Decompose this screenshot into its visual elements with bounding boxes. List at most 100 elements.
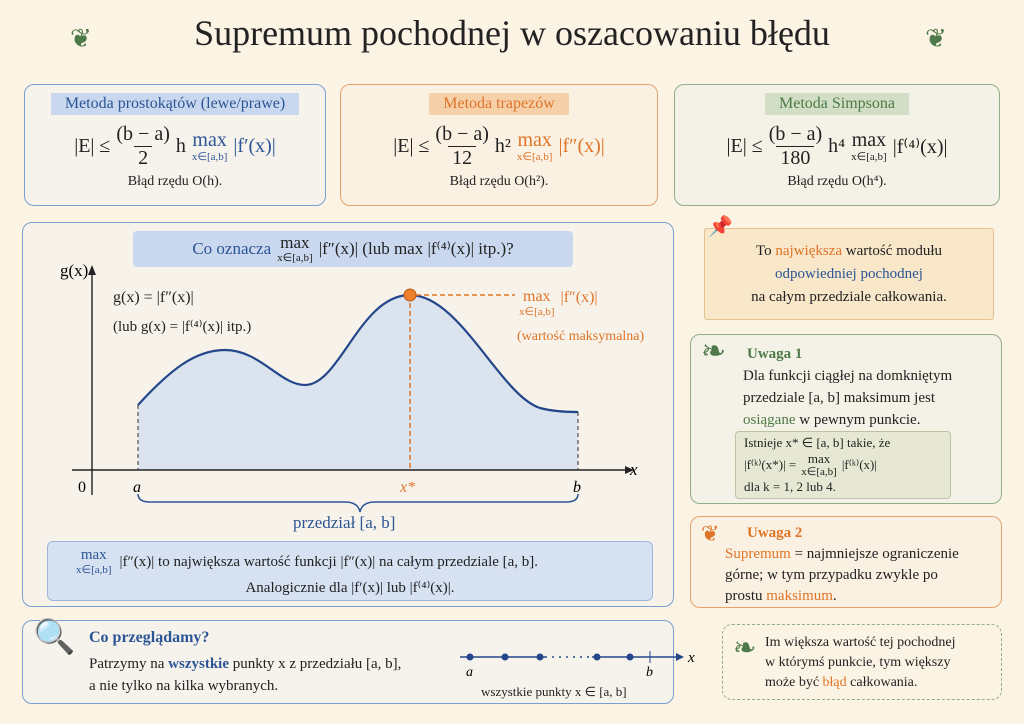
order: Błąd rzędu O(h²).	[449, 174, 549, 189]
text-line: Patrzymy na wszystkie punkty x z przedzi…	[89, 653, 401, 675]
fraction: (b − a) 2	[116, 123, 169, 170]
scan-title: Co przeglądamy?	[89, 629, 210, 646]
max-sub: x∈[a,b]	[516, 151, 553, 163]
max-sub: x∈[a,b]	[519, 306, 555, 318]
definition: g(x) = |f″(x)|	[113, 289, 194, 306]
max-word: max	[523, 288, 551, 305]
final-text: w którymś punkcie, tym większy	[765, 655, 951, 670]
fraction: (b − a) 12	[435, 123, 488, 170]
method-box: Metoda Simpsona |E| ≤ (b − a) 180 h⁴ max x∈[a…	[674, 84, 1000, 206]
leaf-icon: ❦	[701, 521, 720, 546]
text-line: Supremum = najmniejsze ograniczenie	[725, 544, 959, 565]
max-word: max	[192, 129, 227, 151]
derivative: |f″(x)|	[560, 289, 598, 306]
remark-text: dla k = 1, 2 lub 4.	[744, 479, 836, 494]
fraction: (b − a) 180	[769, 123, 822, 170]
remark-box: ❦ Uwaga 2 Supremum = najmniejsze ogranic…	[690, 516, 1002, 608]
text-line: Metoda trapezów	[341, 93, 657, 115]
leaf-ornament: ❦	[70, 24, 92, 53]
max: max x∈[a,b]	[519, 289, 555, 318]
remark-text: Istnieje x* ∈ [a, b] takie, że	[744, 435, 891, 450]
max-sub: x∈[a,b]	[801, 466, 837, 478]
remark-text: .	[832, 588, 837, 604]
denominator: 12	[448, 146, 477, 170]
remark-text: Dla funkcji ciągłej na domkniętym	[743, 368, 953, 384]
numerator: (b − a)	[768, 123, 823, 145]
pin-note: To największa wartość modułu odpowiednie…	[704, 228, 994, 320]
max-sub: x∈[a,b]	[191, 151, 228, 163]
derivative: |f″(x)|	[558, 135, 605, 157]
leaf-icon: ❧	[701, 335, 727, 368]
scan-box: 🔍 Co przeglądamy? Patrzymy na wszystkie …	[22, 620, 674, 704]
final-text: Im większa wartość tej pochodnej	[765, 635, 956, 650]
remark-title: Uwaga 1	[747, 346, 803, 362]
text-line: To największa wartość modułu	[705, 240, 993, 263]
highlight: Supremum	[725, 546, 791, 562]
remark-text: górne; w tym przypadku zwykle po	[725, 567, 938, 583]
derivative: |f⁽⁴⁾(x)|	[892, 136, 948, 158]
highlight: największa	[775, 243, 843, 259]
graph-heading: Co oznacza max x∈[a,b] |f″(x)| (lub max |…	[133, 231, 573, 267]
numerator: (b − a)	[435, 123, 489, 145]
lhs: |E| ≤	[726, 135, 763, 157]
magnifier-icon: 🔍	[33, 619, 76, 656]
note-text: To	[756, 243, 776, 259]
highlight: odpowiedniej pochodnej	[775, 266, 923, 282]
factor: h	[175, 135, 186, 157]
max-note: (wartość maksymalna)	[517, 329, 645, 344]
text-line: prostu maksimum.	[725, 586, 959, 607]
remark-text: |f⁽ᵏ⁾(x)|	[841, 457, 877, 472]
pin-icon: 📌	[708, 216, 733, 238]
scan-text: Patrzymy na	[89, 656, 169, 672]
max-word: max	[517, 129, 552, 151]
remark-text: |f⁽ᵏ⁾(x*)| =	[744, 457, 797, 472]
max: max x∈[a,b]	[517, 130, 553, 163]
interval-label: przedział [a, b]	[293, 513, 396, 532]
scan-caption: wszystkie punkty x ∈ [a, b]	[481, 684, 627, 699]
text-line: Supremum = najmniejsze ograniczenie górn…	[725, 544, 959, 607]
text-line: osiągane w pewnym punkcie.	[743, 409, 952, 431]
numerator: (b − a)	[116, 123, 170, 145]
max-word: max	[80, 547, 107, 563]
remark-text: przedziale [a, b] maksimum jest	[743, 390, 936, 406]
max: max x∈[a,b]	[277, 234, 313, 264]
max: max x∈[a,b]	[192, 130, 228, 163]
highlight: błąd	[822, 675, 847, 690]
final-text: może być	[765, 675, 823, 690]
remark-box: ❧ Uwaga 1 Dla funkcji ciągłej na domknię…	[690, 334, 1002, 504]
lhs: |E| ≤	[74, 135, 111, 157]
max-sub: x∈[a,b]	[851, 151, 887, 163]
remark-title: Uwaga 2	[747, 525, 803, 541]
arrow	[676, 653, 684, 661]
text-line: może być błąd całkowania.	[765, 673, 956, 693]
text-line: Im większa wartość tej pochodnej w który…	[765, 633, 956, 693]
factor: h⁴	[828, 135, 846, 157]
max: max x∈[a,b]	[851, 130, 887, 163]
heading-text: Co oznacza	[192, 239, 272, 258]
page-title: Supremum pochodnej w oszacowaniu błędu	[194, 13, 830, 53]
formula: |E| ≤ (b − a) 2 h max x∈[a,b] |f′(x)|	[25, 123, 325, 170]
denominator: 180	[776, 146, 815, 170]
formula: |E| ≤ (b − a) 180 h⁴ max x∈[a,b] |f⁽⁴⁾(x)|	[675, 123, 999, 170]
heading-text: |f″(x)| (lub max |f⁽⁴⁾(x)| itp.)?	[318, 239, 514, 258]
order: Błąd rzędu O(h).	[127, 174, 223, 189]
remark-text: = najmniejsze ograniczenie	[790, 546, 959, 562]
leaf-ornament: ❦	[925, 24, 947, 53]
max-word: max	[851, 129, 887, 151]
note-text: |f″(x)| to największa wartość funkcji |f…	[119, 553, 539, 570]
text-line: Dla funkcji ciągłej na domkniętym przedz…	[743, 365, 952, 431]
method-name: Metoda trapezów	[429, 93, 569, 115]
graph-note: max x∈[a,b] |f″(x)| to największa wartość …	[47, 541, 653, 601]
max-sub: x∈[a,b]	[277, 252, 313, 264]
definition: (lub g(x) = |f⁽⁴⁾(x)| itp.)	[113, 319, 252, 335]
text-line: Metoda prostokątów (lewe/prawe)	[25, 93, 325, 115]
highlight: maksimum	[766, 588, 833, 604]
factor: h²	[494, 135, 511, 157]
remark-formula-box: Istnieje x* ∈ [a, b] takie, że |f⁽ᵏ⁾(x*)…	[735, 431, 951, 499]
scan-text: punkty x z przedziału [a, b],	[228, 656, 402, 672]
max-label: max x∈[a,b] |f″(x)|	[519, 289, 598, 318]
final-note: ❧ Im większa wartość tej pochodnej w któ…	[722, 624, 1002, 700]
derivative: |f′(x)|	[233, 135, 276, 157]
text-line: max x∈[a,b] |f″(x)| to największa wartość …	[76, 548, 652, 576]
